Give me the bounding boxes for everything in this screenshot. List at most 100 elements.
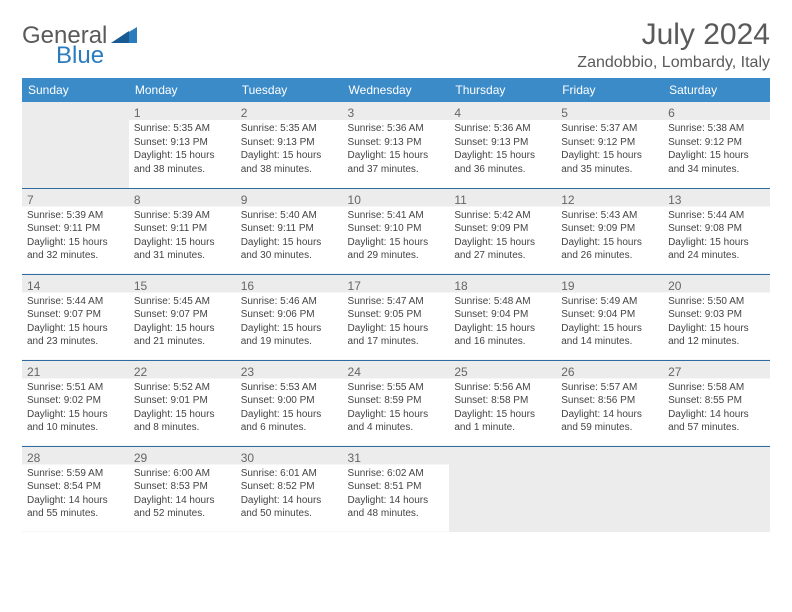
sunset-text: Sunset: 9:04 PM [454, 308, 551, 322]
day-number: 28 [27, 450, 124, 466]
sunrise-text: Sunrise: 5:44 AM [668, 209, 765, 223]
day-number: 5 [561, 105, 658, 121]
sunset-text: Sunset: 9:08 PM [668, 222, 765, 236]
sunset-text: Sunset: 9:13 PM [241, 136, 338, 150]
daylight-text: Daylight: 15 hours and 36 minutes. [454, 149, 551, 176]
day-number: 10 [348, 192, 445, 208]
calendar-week-row: 7Sunrise: 5:39 AMSunset: 9:11 PMDaylight… [22, 188, 770, 274]
calendar-day-cell: 18Sunrise: 5:48 AMSunset: 9:04 PMDayligh… [449, 274, 556, 360]
sunset-text: Sunset: 8:56 PM [561, 394, 658, 408]
calendar-day-cell: 10Sunrise: 5:41 AMSunset: 9:10 PMDayligh… [343, 188, 450, 274]
sunset-text: Sunset: 8:55 PM [668, 394, 765, 408]
daylight-text: Daylight: 15 hours and 21 minutes. [134, 322, 231, 349]
calendar-day-cell: 3Sunrise: 5:36 AMSunset: 9:13 PMDaylight… [343, 102, 450, 188]
daylight-text: Daylight: 15 hours and 34 minutes. [668, 149, 765, 176]
weekday-header: Thursday [449, 78, 556, 102]
day-number: 29 [134, 450, 231, 466]
day-number: 8 [134, 192, 231, 208]
calendar-day-cell: 16Sunrise: 5:46 AMSunset: 9:06 PMDayligh… [236, 274, 343, 360]
day-number: 1 [134, 105, 231, 121]
daylight-text: Daylight: 15 hours and 35 minutes. [561, 149, 658, 176]
calendar-day-cell: 30Sunrise: 6:01 AMSunset: 8:52 PMDayligh… [236, 446, 343, 532]
sunset-text: Sunset: 8:52 PM [241, 480, 338, 494]
calendar-day-cell: 4Sunrise: 5:36 AMSunset: 9:13 PMDaylight… [449, 102, 556, 188]
sunrise-text: Sunrise: 5:44 AM [27, 295, 124, 309]
day-number: 14 [27, 278, 124, 294]
sunrise-text: Sunrise: 5:47 AM [348, 295, 445, 309]
daylight-text: Daylight: 15 hours and 17 minutes. [348, 322, 445, 349]
daylight-text: Daylight: 15 hours and 38 minutes. [134, 149, 231, 176]
sunrise-text: Sunrise: 5:43 AM [561, 209, 658, 223]
calendar-day-cell: 13Sunrise: 5:44 AMSunset: 9:08 PMDayligh… [663, 188, 770, 274]
day-number: 26 [561, 364, 658, 380]
daylight-text: Daylight: 15 hours and 37 minutes. [348, 149, 445, 176]
sunrise-text: Sunrise: 5:53 AM [241, 381, 338, 395]
sunset-text: Sunset: 9:09 PM [561, 222, 658, 236]
day-number: 17 [348, 278, 445, 294]
day-number: 25 [454, 364, 551, 380]
daylight-text: Daylight: 15 hours and 30 minutes. [241, 236, 338, 263]
daylight-text: Daylight: 14 hours and 59 minutes. [561, 408, 658, 435]
calendar-day-cell: 8Sunrise: 5:39 AMSunset: 9:11 PMDaylight… [129, 188, 236, 274]
sunset-text: Sunset: 9:12 PM [668, 136, 765, 150]
calendar-day-cell: 1Sunrise: 5:35 AMSunset: 9:13 PMDaylight… [129, 102, 236, 188]
daylight-text: Daylight: 14 hours and 52 minutes. [134, 494, 231, 521]
calendar-day-cell: 15Sunrise: 5:45 AMSunset: 9:07 PMDayligh… [129, 274, 236, 360]
sunset-text: Sunset: 9:12 PM [561, 136, 658, 150]
header: General Blue July 2024 Zandobbio, Lombar… [22, 18, 770, 72]
calendar-day-cell: 12Sunrise: 5:43 AMSunset: 9:09 PMDayligh… [556, 188, 663, 274]
sunset-text: Sunset: 9:06 PM [241, 308, 338, 322]
calendar-body: 1Sunrise: 5:35 AMSunset: 9:13 PMDaylight… [22, 102, 770, 532]
calendar-day-cell [22, 102, 129, 188]
weekday-header: Wednesday [343, 78, 450, 102]
sunrise-text: Sunrise: 5:42 AM [454, 209, 551, 223]
daylight-text: Daylight: 15 hours and 27 minutes. [454, 236, 551, 263]
sunrise-text: Sunrise: 5:50 AM [668, 295, 765, 309]
day-number: 31 [348, 450, 445, 466]
calendar-day-cell: 29Sunrise: 6:00 AMSunset: 8:53 PMDayligh… [129, 446, 236, 532]
sunset-text: Sunset: 9:10 PM [348, 222, 445, 236]
daylight-text: Daylight: 15 hours and 10 minutes. [27, 408, 124, 435]
sunrise-text: Sunrise: 5:45 AM [134, 295, 231, 309]
sunset-text: Sunset: 9:03 PM [668, 308, 765, 322]
calendar-day-cell: 20Sunrise: 5:50 AMSunset: 9:03 PMDayligh… [663, 274, 770, 360]
day-number: 19 [561, 278, 658, 294]
day-number: 13 [668, 192, 765, 208]
calendar-week-row: 28Sunrise: 5:59 AMSunset: 8:54 PMDayligh… [22, 446, 770, 532]
title-block: July 2024 Zandobbio, Lombardy, Italy [577, 18, 770, 72]
day-number: 3 [348, 105, 445, 121]
day-number: 9 [241, 192, 338, 208]
calendar-table: Sunday Monday Tuesday Wednesday Thursday… [22, 78, 770, 532]
daylight-text: Daylight: 14 hours and 55 minutes. [27, 494, 124, 521]
daylight-text: Daylight: 15 hours and 6 minutes. [241, 408, 338, 435]
daylight-text: Daylight: 15 hours and 32 minutes. [27, 236, 124, 263]
calendar-day-cell: 27Sunrise: 5:58 AMSunset: 8:55 PMDayligh… [663, 360, 770, 446]
sunrise-text: Sunrise: 6:01 AM [241, 467, 338, 481]
sunset-text: Sunset: 8:58 PM [454, 394, 551, 408]
daylight-text: Daylight: 14 hours and 57 minutes. [668, 408, 765, 435]
sunset-text: Sunset: 8:53 PM [134, 480, 231, 494]
calendar-day-cell: 9Sunrise: 5:40 AMSunset: 9:11 PMDaylight… [236, 188, 343, 274]
weekday-header: Monday [129, 78, 236, 102]
calendar-day-cell: 31Sunrise: 6:02 AMSunset: 8:51 PMDayligh… [343, 446, 450, 532]
daylight-text: Daylight: 15 hours and 4 minutes. [348, 408, 445, 435]
calendar-day-cell: 23Sunrise: 5:53 AMSunset: 9:00 PMDayligh… [236, 360, 343, 446]
sunrise-text: Sunrise: 5:48 AM [454, 295, 551, 309]
calendar-day-cell: 2Sunrise: 5:35 AMSunset: 9:13 PMDaylight… [236, 102, 343, 188]
weekday-header: Sunday [22, 78, 129, 102]
sunset-text: Sunset: 8:59 PM [348, 394, 445, 408]
sunrise-text: Sunrise: 5:40 AM [241, 209, 338, 223]
sunset-text: Sunset: 8:51 PM [348, 480, 445, 494]
day-number: 23 [241, 364, 338, 380]
calendar-day-cell: 7Sunrise: 5:39 AMSunset: 9:11 PMDaylight… [22, 188, 129, 274]
sunset-text: Sunset: 8:54 PM [27, 480, 124, 494]
sunrise-text: Sunrise: 5:46 AM [241, 295, 338, 309]
month-title: July 2024 [577, 18, 770, 52]
calendar-day-cell: 21Sunrise: 5:51 AMSunset: 9:02 PMDayligh… [22, 360, 129, 446]
sunrise-text: Sunrise: 5:51 AM [27, 381, 124, 395]
logo: General Blue [22, 22, 139, 50]
calendar-day-cell: 28Sunrise: 5:59 AMSunset: 8:54 PMDayligh… [22, 446, 129, 532]
sunrise-text: Sunrise: 5:36 AM [348, 122, 445, 136]
sunset-text: Sunset: 9:11 PM [27, 222, 124, 236]
sunrise-text: Sunrise: 6:02 AM [348, 467, 445, 481]
